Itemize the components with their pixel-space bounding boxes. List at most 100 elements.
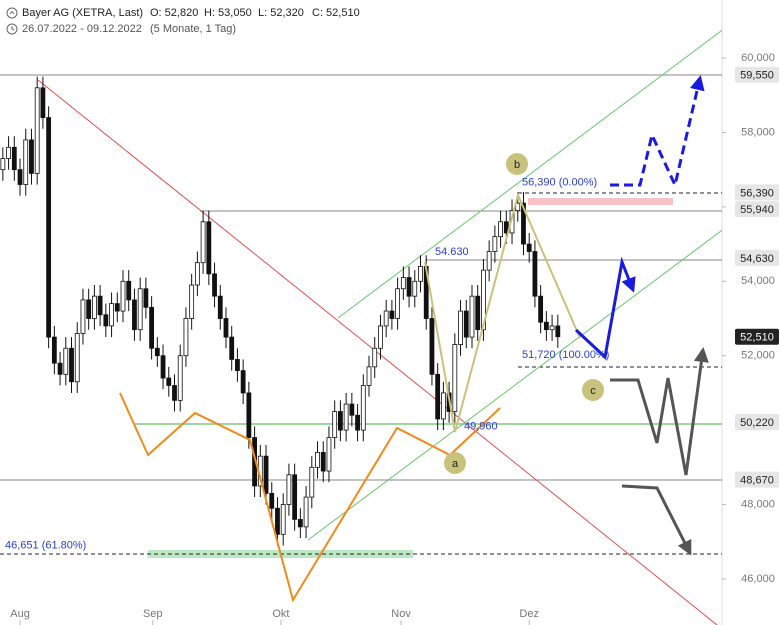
candle-body (498, 221, 503, 238)
candle-body (212, 273, 217, 297)
forecast-arrow (610, 75, 705, 190)
candle-body (378, 325, 383, 349)
candle-body (183, 318, 189, 357)
resistance-band (528, 198, 673, 205)
candle-body (6, 146, 11, 159)
price-label: 59,550 (740, 70, 774, 82)
candle-body (269, 492, 275, 509)
ohlc: H: 53,050 (204, 7, 252, 19)
wave-marker (582, 379, 604, 401)
candle-body (492, 236, 498, 252)
candle-body (160, 355, 166, 379)
candle-body (366, 366, 372, 386)
candle-body (481, 269, 486, 331)
title: Bayer AG (XETRA, Last) (22, 7, 143, 19)
candle-body (332, 411, 338, 438)
y-tick-label: 46,000 (741, 573, 775, 585)
candle-body (29, 139, 34, 174)
wave-marker (506, 153, 528, 175)
candle-body (137, 288, 143, 331)
candle-body (109, 303, 114, 327)
price-label: 48,670 (740, 475, 774, 487)
x-tick-label: Dez (519, 608, 539, 620)
annotation: 51,720 (100.00%) (522, 349, 609, 361)
wave-line (119, 392, 501, 603)
y-tick-label: 52,000 (741, 350, 775, 362)
level-lines (0, 29, 722, 625)
candle-body (532, 251, 538, 297)
candle-body (114, 303, 120, 312)
header: Bayer AG (XETRA, Last) O: 52,820 H: 53,0… (6, 7, 360, 35)
candle-body (132, 299, 137, 331)
wave-line (424, 191, 581, 433)
icon (9, 10, 15, 15)
candle-body (86, 299, 92, 319)
candle-body (320, 452, 326, 472)
candle-body (395, 288, 401, 319)
candle-body (200, 221, 206, 264)
candle-body (326, 437, 332, 472)
candles (0, 76, 561, 546)
candle-body (120, 280, 126, 312)
candle-body (292, 474, 298, 520)
price-label: 54,630 (740, 253, 774, 265)
candle-body (263, 455, 269, 494)
candle-body (217, 295, 223, 319)
wave-marker (444, 452, 466, 474)
drawings (119, 75, 709, 603)
candle-body (372, 347, 378, 368)
candle-body (549, 325, 555, 331)
candle-body (383, 310, 389, 327)
y-tick-label: 60,000 (741, 52, 775, 64)
ohlc: O: 52,820 (150, 7, 198, 19)
candle-body (389, 310, 395, 319)
candle-body (486, 251, 492, 271)
candle-body (469, 295, 475, 338)
forecast-arrow (621, 484, 692, 556)
candle-body (0, 158, 6, 171)
candle-body (246, 392, 252, 438)
candle-body (452, 344, 458, 412)
candle-body (538, 295, 544, 323)
wave-label: a (452, 458, 459, 470)
candle-body (166, 377, 172, 386)
candle-body (126, 280, 132, 301)
forecast-arrow (574, 256, 636, 360)
candle-body (297, 519, 303, 528)
period: (5 Monate, 1 Tag) (150, 23, 236, 35)
wave-label: b (514, 159, 520, 171)
candle-body (177, 355, 183, 401)
candle-body (412, 280, 418, 297)
candle-body (463, 310, 469, 338)
candle-body (74, 332, 80, 383)
candle-body (286, 474, 292, 505)
date-range: 26.07.2022 - 09.12.2022 (22, 23, 142, 35)
candle-body (189, 284, 195, 319)
candle-body (349, 403, 355, 416)
candle-body (69, 347, 74, 383)
candle-body (143, 288, 149, 308)
x-tick-label: Nov (391, 608, 411, 620)
icon (11, 26, 15, 31)
candle-body (194, 262, 200, 286)
candle-body (17, 169, 23, 185)
ohlc: C: 52,510 (312, 7, 360, 19)
icon (6, 23, 18, 35)
price-label-box (735, 471, 779, 488)
annotation: 54.630 (435, 246, 469, 258)
price-label-box (735, 413, 779, 430)
x-tick-label: Okt (272, 608, 289, 620)
candle-body (400, 277, 406, 290)
candle-body (543, 321, 549, 331)
y-tick-label: 54,000 (741, 275, 775, 287)
candle-body (309, 466, 315, 498)
candle-body (429, 318, 435, 375)
wave-label: c (590, 385, 596, 397)
candle-body (97, 295, 103, 316)
candle-body (355, 414, 360, 431)
candle-body (223, 318, 229, 338)
forecast-arrow (610, 347, 709, 476)
candle-body (23, 139, 29, 185)
price-label-box (735, 328, 779, 345)
